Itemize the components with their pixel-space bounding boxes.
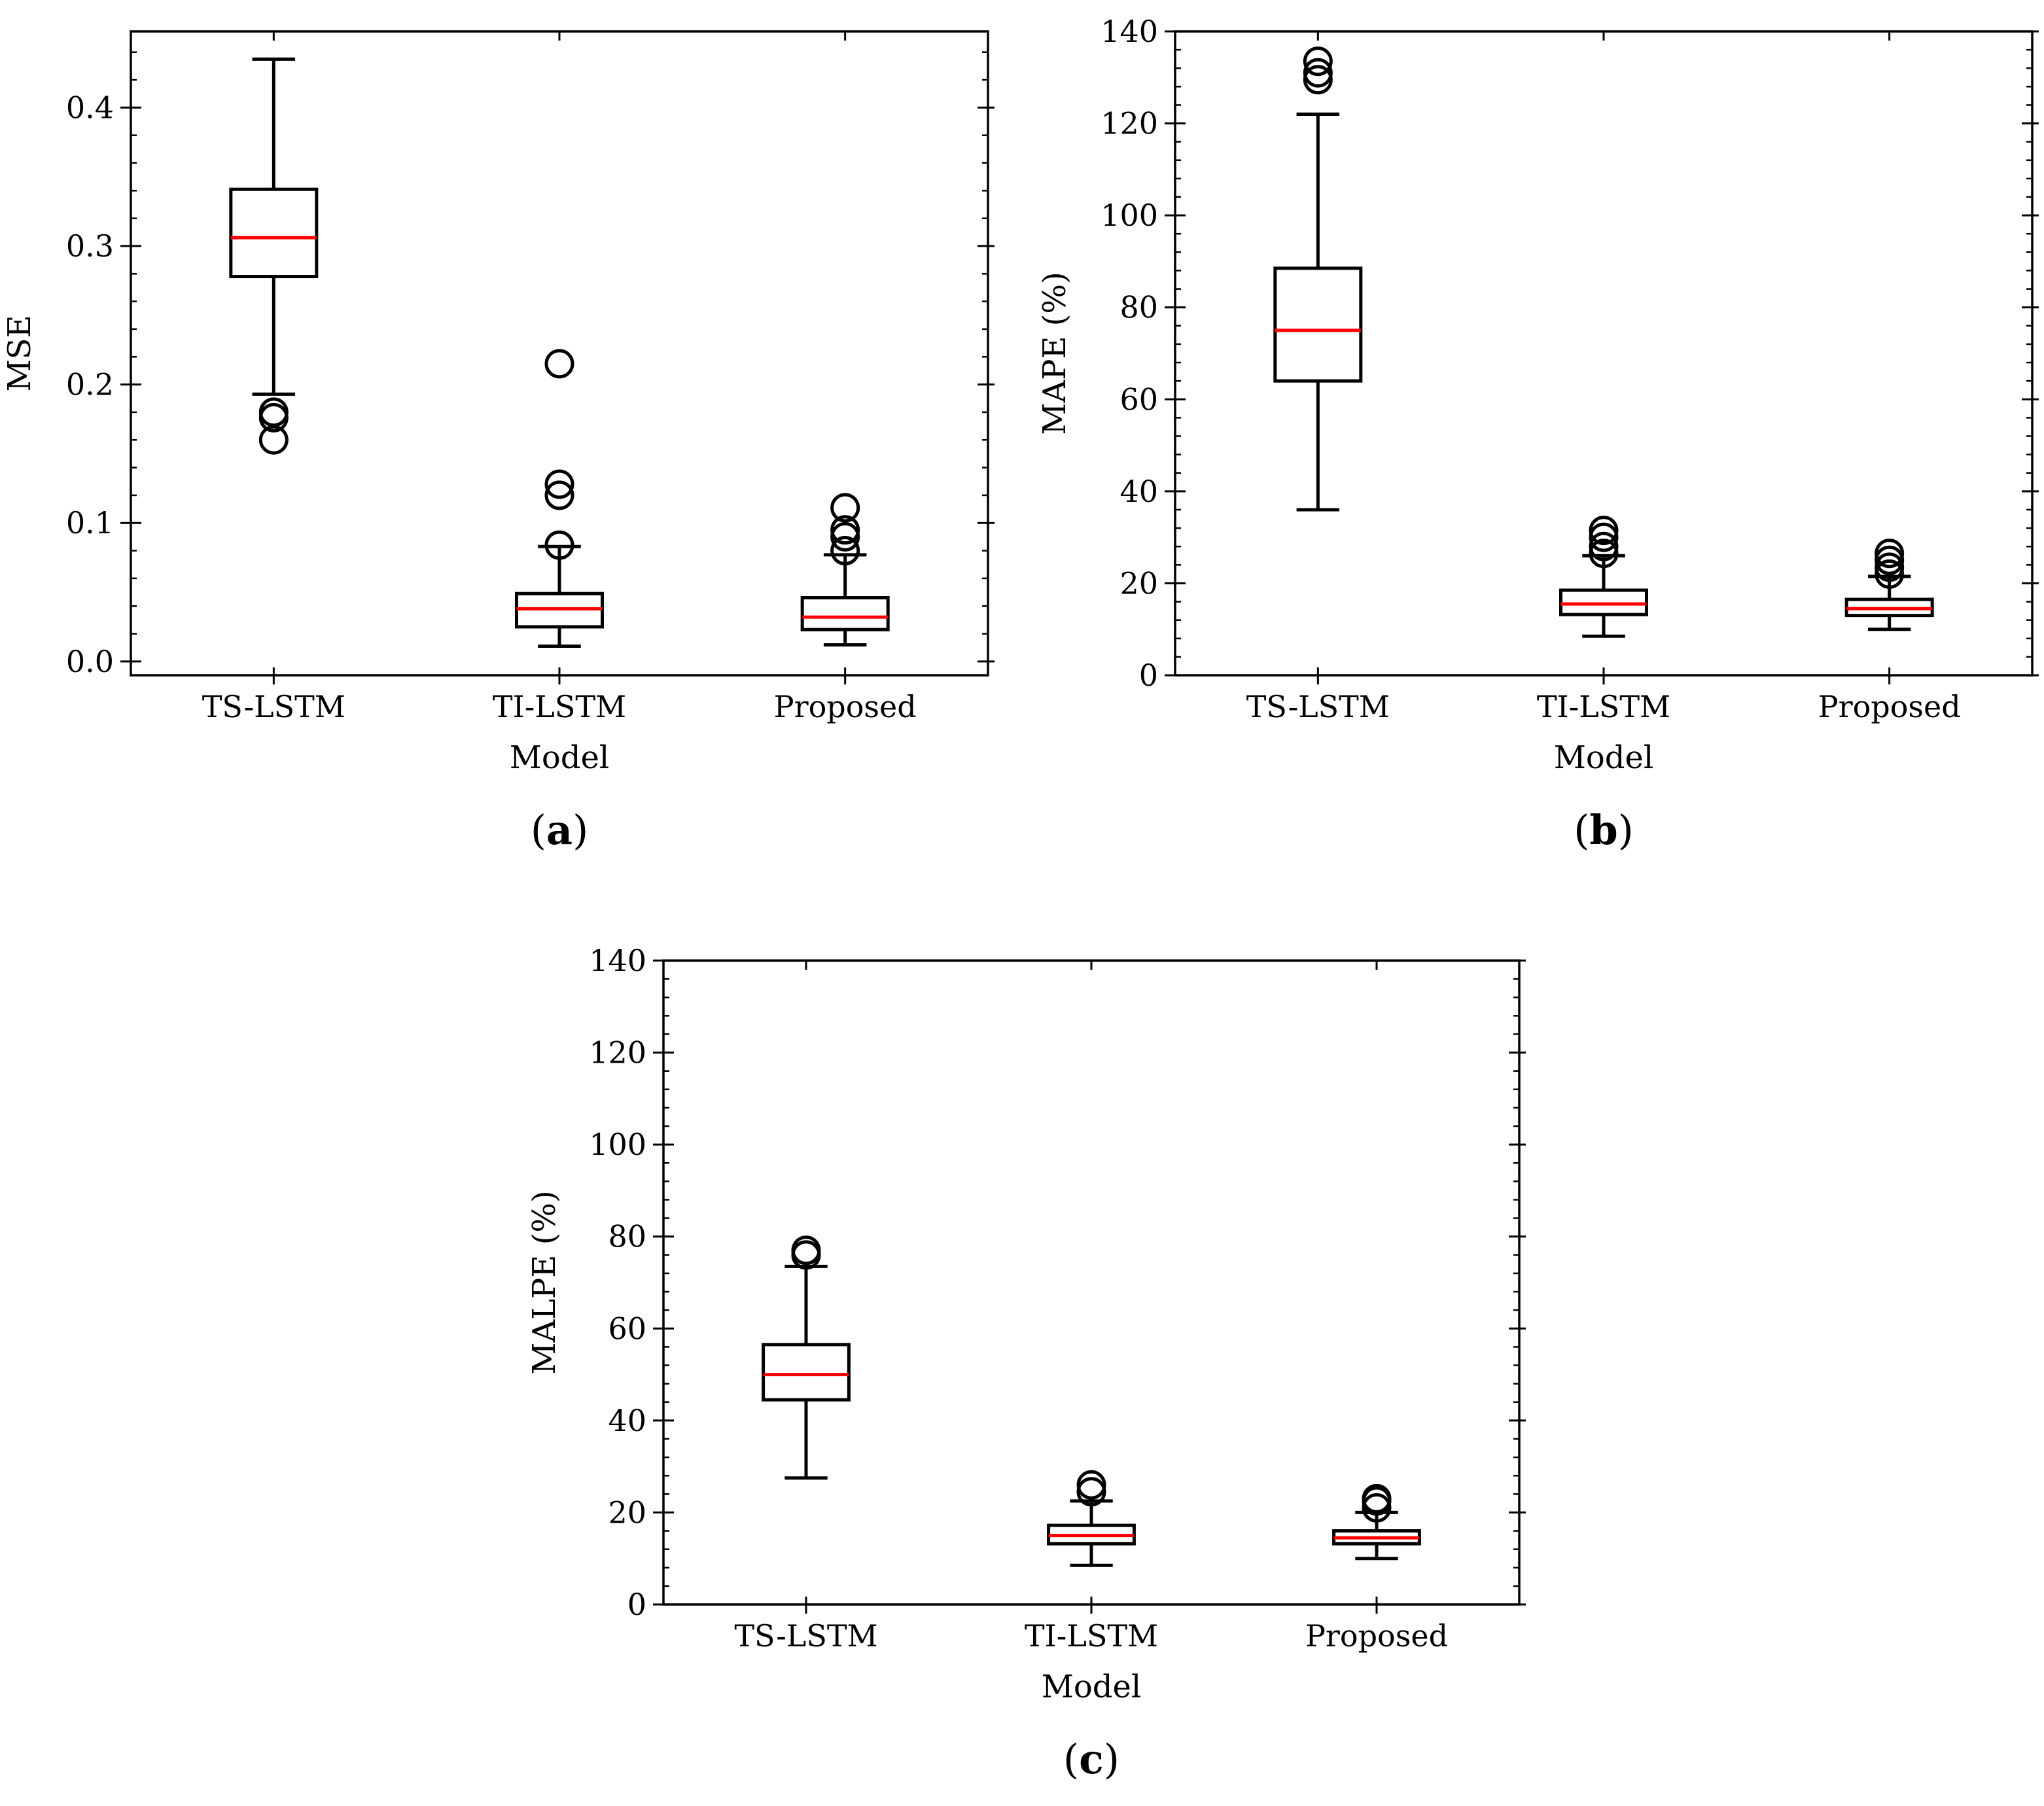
outlier-point [1589, 516, 1619, 546]
chart-panel-c: 0 20 40 60 80 100 120 140 TS-LSTM TI-LSTM Proposed… [526, 943, 1526, 1783]
outlier-point [830, 515, 860, 545]
outlier-point [1875, 552, 1905, 582]
y-tick-label: 120 [589, 1035, 646, 1071]
y-tick-label: 40 [608, 1403, 646, 1438]
iqr-box [1273, 266, 1363, 383]
y-tick-label: 0 [627, 1587, 646, 1622]
outlier-point [830, 536, 860, 566]
outlier-point [1589, 531, 1619, 561]
y-tick-label: 100 [589, 1127, 646, 1162]
y-tick-label: 0.1 [66, 505, 114, 540]
x-tick-label: TI-LSTM [1537, 689, 1670, 724]
outlier-point [544, 349, 574, 379]
panel-label-paren: ) [1104, 1735, 1119, 1783]
outlier-point [1589, 522, 1619, 552]
outlier-point [1589, 539, 1619, 569]
outlier-point [1076, 1470, 1106, 1500]
panel-label: (a) [531, 806, 589, 854]
x-tick-label: TS-LSTM [1246, 689, 1390, 724]
y-axis-title: MAPE (%) [1036, 272, 1073, 434]
x-tick-label: TS-LSTM [202, 689, 345, 724]
y-tick-label: 80 [1119, 290, 1158, 325]
box-ts-lstm [229, 57, 319, 455]
outlier-point [830, 522, 860, 552]
y-tick-label: 100 [1101, 198, 1158, 233]
y-tick-label: 0.2 [66, 367, 114, 402]
panel-label: (b) [1574, 806, 1634, 854]
box-ti-lstm [515, 349, 604, 648]
x-tick-label: TI-LSTM [1025, 1618, 1158, 1654]
y-tick-label: 0 [1139, 658, 1158, 693]
outlier-point [1362, 1483, 1392, 1514]
outlier-point [544, 480, 574, 510]
box-ti-lstm [1047, 1470, 1136, 1567]
x-tick-label: Proposed [1818, 689, 1961, 724]
outlier-point [544, 530, 574, 560]
box-ts-lstm [1273, 46, 1363, 512]
outlier-point [1303, 46, 1333, 77]
box-proposed [1844, 539, 1934, 631]
outlier-point [1362, 1493, 1392, 1523]
panel-label-paren: ) [573, 806, 588, 854]
iqr-box [762, 1343, 851, 1402]
panel-label-paren: ( [531, 806, 546, 854]
chart-panel-a: 0.0 0.1 0.2 0.3 0.4 TS-LSTM TI-LSTM Proposed Mod… [1, 30, 995, 854]
y-tick-label: 140 [1101, 14, 1158, 49]
y-tick-label: 60 [1119, 381, 1158, 417]
y-axis-title: MSE [1, 315, 38, 391]
box-proposed [1332, 1483, 1421, 1561]
outlier-point [1303, 65, 1333, 95]
box-proposed [800, 493, 890, 646]
x-tick-label: Proposed [1305, 1618, 1448, 1654]
y-tick-label: 0.0 [66, 644, 114, 679]
outlier-point [258, 402, 289, 433]
box-ts-lstm [762, 1235, 851, 1480]
outlier-point [1875, 559, 1905, 589]
outlier-point [1875, 539, 1905, 569]
outlier-point [1076, 1477, 1106, 1507]
y-axis-title: MALPE (%) [526, 1190, 563, 1374]
outlier-point [544, 469, 574, 499]
y-tick-label: 20 [1119, 565, 1158, 601]
y-tick-label: 40 [1119, 474, 1158, 509]
y-tick-label: 140 [589, 943, 646, 978]
x-axis-title: Model [510, 739, 610, 776]
outlier-point [830, 493, 860, 523]
panel-label-letter: b [1589, 806, 1617, 854]
panel-label-letter: a [546, 806, 573, 854]
x-axis-title: Model [1554, 739, 1654, 776]
outlier-point [791, 1235, 821, 1266]
chart-panel-b: 0 20 40 60 80 100 120 140 TS-LSTM TI-LSTM Proposed… [1036, 14, 2039, 854]
x-axis-title: Model [1042, 1669, 1142, 1705]
outlier-point [1303, 58, 1333, 88]
iqr-box [800, 595, 890, 631]
panel-label-letter: c [1079, 1735, 1104, 1783]
x-tick-label: TI-LSTM [493, 689, 626, 724]
y-tick-label: 20 [608, 1495, 646, 1530]
outlier-point [258, 425, 289, 455]
box-ti-lstm [1559, 516, 1648, 638]
panel-label: (c) [1063, 1735, 1119, 1783]
x-tick-label: TS-LSTM [734, 1618, 877, 1654]
panel-label-paren: ( [1574, 806, 1589, 854]
y-tick-label: 0.3 [66, 228, 114, 264]
iqr-box [229, 187, 319, 279]
panel-label-paren: ( [1063, 1735, 1079, 1783]
outlier-point [1875, 545, 1905, 575]
y-tick-label: 120 [1101, 106, 1158, 141]
y-tick-label: 60 [608, 1311, 646, 1346]
x-tick-label: Proposed [774, 689, 917, 724]
panel-label-paren: ) [1618, 806, 1634, 854]
y-tick-label: 0.4 [66, 90, 114, 125]
y-tick-label: 80 [608, 1219, 646, 1254]
